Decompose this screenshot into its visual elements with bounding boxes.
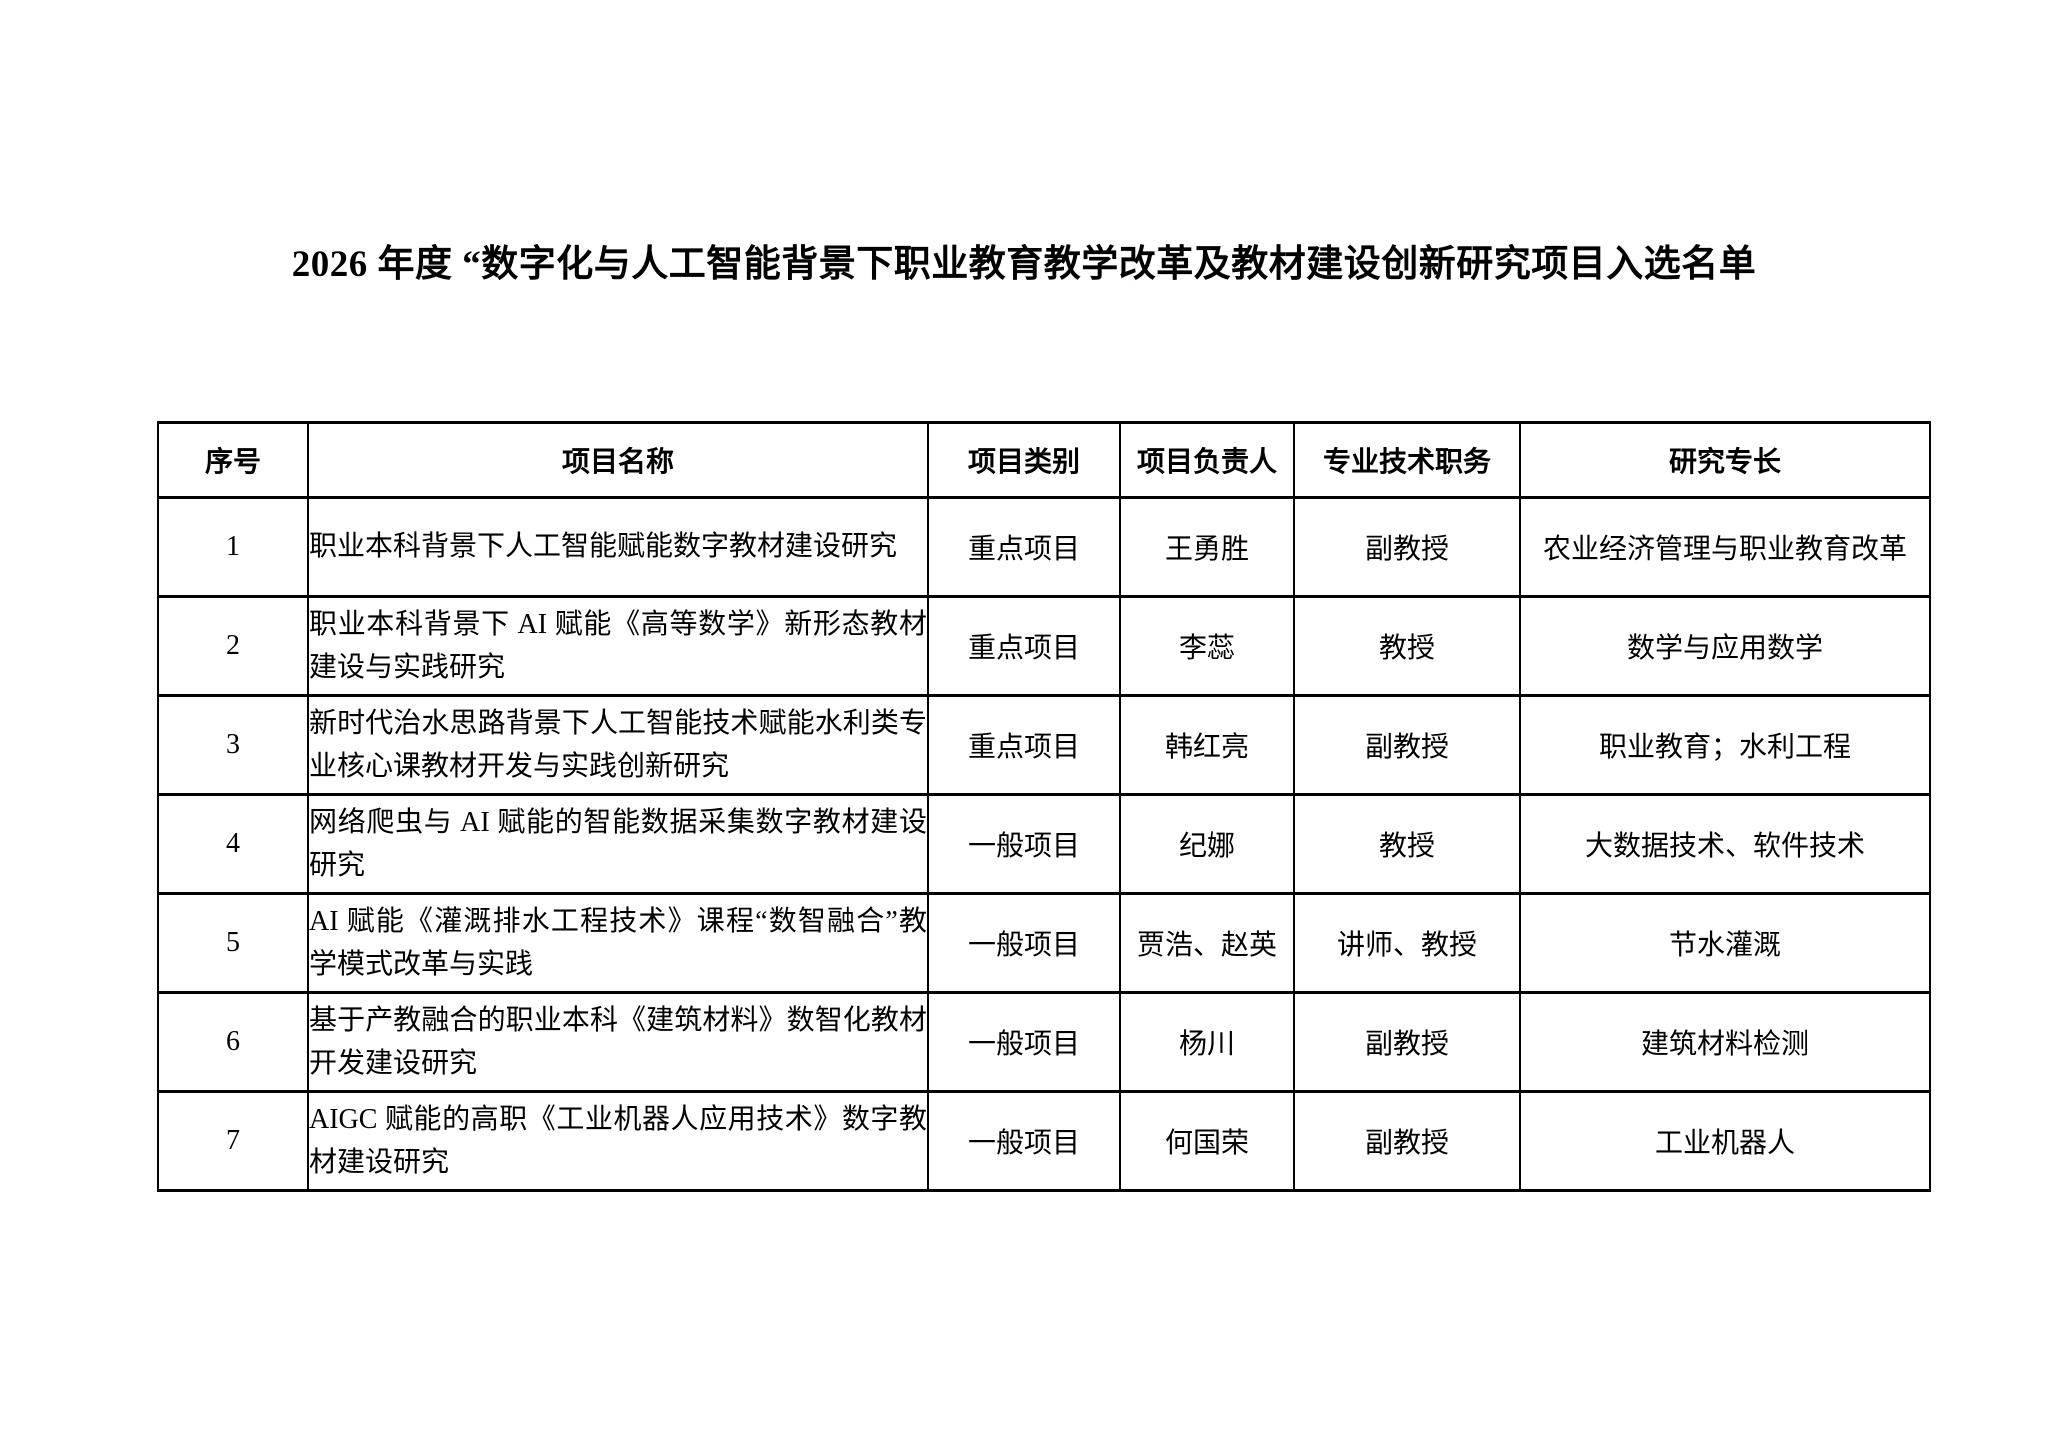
table-row: 2 职业本科背景下 AI 赋能《高等数学》新形态教材建设与实践研究 重点项目 李… (157, 595, 1931, 698)
professional-job-title: 副教授 (1293, 694, 1521, 797)
column-header-job-title: 专业技术职务 (1293, 421, 1521, 500)
project-leader: 纪娜 (1119, 793, 1295, 896)
project-name: AIGC 赋能的高职《工业机器人应用技术》数字教材建设研究 (307, 1090, 929, 1193)
research-specialty: 数学与应用数学 (1519, 595, 1931, 698)
row-index: 7 (157, 1090, 309, 1193)
project-name: AI 赋能《灌溉排水工程技术》课程“数智融合”教学模式改革与实践 (307, 892, 929, 995)
professional-job-title: 副教授 (1293, 991, 1521, 1094)
table-header-row: 序号 项目名称 项目类别 项目负责人 专业技术职务 研究专长 (157, 421, 1931, 500)
row-index: 2 (157, 595, 309, 698)
project-leader: 李蕊 (1119, 595, 1295, 698)
professional-job-title: 教授 (1293, 793, 1521, 896)
project-category: 一般项目 (927, 793, 1121, 896)
project-name: 职业本科背景下 AI 赋能《高等数学》新形态教材建设与实践研究 (307, 595, 929, 698)
research-specialty: 节水灌溉 (1519, 892, 1931, 995)
project-category: 重点项目 (927, 496, 1121, 599)
column-header-project-name: 项目名称 (307, 421, 929, 500)
row-index: 1 (157, 496, 309, 599)
project-name: 网络爬虫与 AI 赋能的智能数据采集数字教材建设研究 (307, 793, 929, 896)
project-name: 基于产教融合的职业本科《建筑材料》数智化教材开发建设研究 (307, 991, 929, 1094)
professional-job-title: 副教授 (1293, 496, 1521, 599)
row-index: 3 (157, 694, 309, 797)
column-header-category: 项目类别 (927, 421, 1121, 500)
column-header-index: 序号 (157, 421, 309, 500)
professional-job-title: 教授 (1293, 595, 1521, 698)
research-specialty: 职业教育；水利工程 (1519, 694, 1931, 797)
research-specialty: 农业经济管理与职业教育改革 (1519, 496, 1931, 599)
table-row: 5 AI 赋能《灌溉排水工程技术》课程“数智融合”教学模式改革与实践 一般项目 … (157, 892, 1931, 995)
project-category: 一般项目 (927, 892, 1121, 995)
row-index: 4 (157, 793, 309, 896)
research-specialty: 工业机器人 (1519, 1090, 1931, 1193)
project-category: 重点项目 (927, 595, 1121, 698)
table-row: 4 网络爬虫与 AI 赋能的智能数据采集数字教材建设研究 一般项目 纪娜 教授 … (157, 793, 1931, 896)
row-index: 5 (157, 892, 309, 995)
table-row: 7 AIGC 赋能的高职《工业机器人应用技术》数字教材建设研究 一般项目 何国荣… (157, 1090, 1931, 1193)
row-index: 6 (157, 991, 309, 1094)
project-leader: 何国荣 (1119, 1090, 1295, 1193)
project-category: 重点项目 (927, 694, 1121, 797)
page-title: 2026 年度 “数字化与人工智能背景下职业教育教学改革及教材建设创新研究项目入… (291, 244, 1757, 285)
project-leader: 王勇胜 (1119, 496, 1295, 599)
column-header-specialty: 研究专长 (1519, 421, 1931, 500)
table-row: 6 基于产教融合的职业本科《建筑材料》数智化教材开发建设研究 一般项目 杨川 副… (157, 991, 1931, 1094)
column-header-leader: 项目负责人 (1119, 421, 1295, 500)
table-row: 1 职业本科背景下人工智能赋能数字教材建设研究 重点项目 王勇胜 副教授 农业经… (157, 496, 1931, 599)
table-row: 3 新时代治水思路背景下人工智能技术赋能水利类专业核心课教材开发与实践创新研究 … (157, 694, 1931, 797)
project-leader: 杨川 (1119, 991, 1295, 1094)
project-leader: 韩红亮 (1119, 694, 1295, 797)
project-category: 一般项目 (927, 991, 1121, 1094)
project-name: 新时代治水思路背景下人工智能技术赋能水利类专业核心课教材开发与实践创新研究 (307, 694, 929, 797)
project-category: 一般项目 (927, 1090, 1121, 1193)
project-name: 职业本科背景下人工智能赋能数字教材建设研究 (307, 496, 929, 599)
projects-table: 序号 项目名称 项目类别 项目负责人 专业技术职务 研究专长 1 职业本科背景下… (157, 421, 1931, 1193)
project-leader: 贾浩、赵英 (1119, 892, 1295, 995)
professional-job-title: 讲师、教授 (1293, 892, 1521, 995)
professional-job-title: 副教授 (1293, 1090, 1521, 1193)
research-specialty: 建筑材料检测 (1519, 991, 1931, 1094)
research-specialty: 大数据技术、软件技术 (1519, 793, 1931, 896)
